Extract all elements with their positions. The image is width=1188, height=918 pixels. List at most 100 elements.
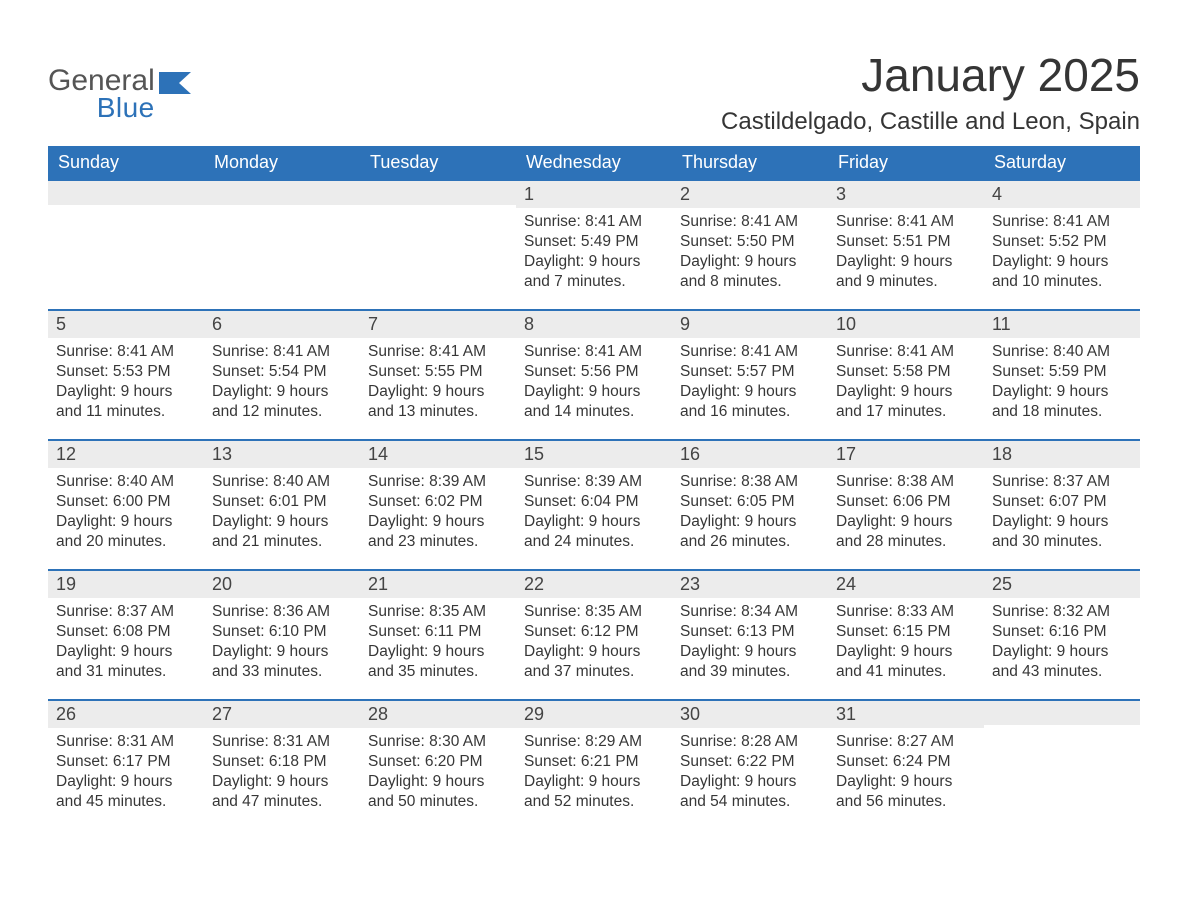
- day-number: 20: [204, 569, 360, 598]
- sunrise-line: Sunrise: 8:41 AM: [992, 212, 1132, 232]
- sunset-line: Sunset: 5:56 PM: [524, 362, 664, 382]
- day-number-empty: [360, 179, 516, 205]
- logo-text: General Blue: [48, 66, 155, 122]
- sunset-line-value: 5:56 PM: [581, 363, 639, 380]
- sunrise-line-label: Sunrise:: [680, 343, 741, 360]
- day-details: Sunrise: 8:41 AMSunset: 5:55 PMDaylight:…: [360, 338, 516, 431]
- calendar-day-cell: 29Sunrise: 8:29 AMSunset: 6:21 PMDayligh…: [516, 699, 672, 829]
- sunset-line: Sunset: 6:21 PM: [524, 752, 664, 772]
- day-details: Sunrise: 8:41 AMSunset: 5:53 PMDaylight:…: [48, 338, 204, 431]
- sunrise-line: Sunrise: 8:32 AM: [992, 602, 1132, 622]
- day-number: 25: [984, 569, 1140, 598]
- day-number: 23: [672, 569, 828, 598]
- calendar-day-cell: 24Sunrise: 8:33 AMSunset: 6:15 PMDayligh…: [828, 569, 984, 699]
- daylight-line: Daylight: 9 hours and 50 minutes.: [368, 772, 508, 812]
- daylight-line: Daylight: 9 hours and 31 minutes.: [56, 642, 196, 682]
- daylight-line: Daylight: 9 hours and 14 minutes.: [524, 382, 664, 422]
- sunrise-line-label: Sunrise:: [680, 213, 741, 230]
- sunrise-line-value: 8:35 AM: [429, 603, 486, 620]
- sunset-line-label: Sunset:: [836, 753, 893, 770]
- calendar-day-cell: 15Sunrise: 8:39 AMSunset: 6:04 PMDayligh…: [516, 439, 672, 569]
- daylight-line: Daylight: 9 hours and 26 minutes.: [680, 512, 820, 552]
- sunrise-line-value: 8:41 AM: [273, 343, 330, 360]
- day-details: Sunrise: 8:39 AMSunset: 6:04 PMDaylight:…: [516, 468, 672, 561]
- sunrise-line-value: 8:36 AM: [273, 603, 330, 620]
- daylight-line: Daylight: 9 hours and 30 minutes.: [992, 512, 1132, 552]
- sunrise-line-label: Sunrise:: [524, 473, 585, 490]
- sunset-line-value: 5:51 PM: [893, 233, 951, 250]
- sunset-line-value: 6:06 PM: [893, 493, 951, 510]
- sunset-line-label: Sunset:: [524, 493, 581, 510]
- sunrise-line-value: 8:35 AM: [585, 603, 642, 620]
- sunset-line: Sunset: 6:24 PM: [836, 752, 976, 772]
- sunrise-line: Sunrise: 8:41 AM: [836, 212, 976, 232]
- sunset-line: Sunset: 6:17 PM: [56, 752, 196, 772]
- sunset-line-label: Sunset:: [836, 233, 893, 250]
- daylight-line: Daylight: 9 hours and 37 minutes.: [524, 642, 664, 682]
- sunrise-line: Sunrise: 8:40 AM: [212, 472, 352, 492]
- weekday-header: Sunday: [48, 146, 204, 179]
- calendar-day-cell: 2Sunrise: 8:41 AMSunset: 5:50 PMDaylight…: [672, 179, 828, 309]
- day-number: 31: [828, 699, 984, 728]
- calendar-day-cell: 26Sunrise: 8:31 AMSunset: 6:17 PMDayligh…: [48, 699, 204, 829]
- daylight-line-label: Daylight:: [212, 773, 277, 790]
- daylight-line-label: Daylight:: [368, 643, 433, 660]
- sunrise-line-value: 8:34 AM: [741, 603, 798, 620]
- sunset-line-label: Sunset:: [212, 623, 269, 640]
- daylight-line-label: Daylight:: [524, 773, 589, 790]
- day-details: Sunrise: 8:39 AMSunset: 6:02 PMDaylight:…: [360, 468, 516, 561]
- sunrise-line-label: Sunrise:: [992, 603, 1053, 620]
- daylight-line-label: Daylight:: [368, 383, 433, 400]
- day-details: Sunrise: 8:41 AMSunset: 5:51 PMDaylight:…: [828, 208, 984, 301]
- calendar-day-cell: 27Sunrise: 8:31 AMSunset: 6:18 PMDayligh…: [204, 699, 360, 829]
- sunset-line: Sunset: 6:20 PM: [368, 752, 508, 772]
- sunset-line: Sunset: 5:51 PM: [836, 232, 976, 252]
- day-number: 10: [828, 309, 984, 338]
- sunset-line: Sunset: 6:06 PM: [836, 492, 976, 512]
- day-details: Sunrise: 8:37 AMSunset: 6:08 PMDaylight:…: [48, 598, 204, 691]
- sunrise-line-label: Sunrise:: [56, 343, 117, 360]
- sunset-line: Sunset: 5:52 PM: [992, 232, 1132, 252]
- daylight-line: Daylight: 9 hours and 33 minutes.: [212, 642, 352, 682]
- sunrise-line-value: 8:37 AM: [117, 603, 174, 620]
- sunrise-line: Sunrise: 8:28 AM: [680, 732, 820, 752]
- sunset-line-value: 6:02 PM: [425, 493, 483, 510]
- day-number: 26: [48, 699, 204, 728]
- sunset-line-value: 6:08 PM: [113, 623, 171, 640]
- sunrise-line: Sunrise: 8:41 AM: [524, 212, 664, 232]
- logo-flag-icon: [159, 72, 191, 94]
- calendar-day-cell: 7Sunrise: 8:41 AMSunset: 5:55 PMDaylight…: [360, 309, 516, 439]
- daylight-line: Daylight: 9 hours and 28 minutes.: [836, 512, 976, 552]
- day-details: Sunrise: 8:31 AMSunset: 6:17 PMDaylight:…: [48, 728, 204, 821]
- sunset-line-label: Sunset:: [56, 493, 113, 510]
- sunset-line-value: 6:01 PM: [269, 493, 327, 510]
- sunrise-line-label: Sunrise:: [368, 343, 429, 360]
- daylight-line: Daylight: 9 hours and 18 minutes.: [992, 382, 1132, 422]
- sunset-line-label: Sunset:: [680, 363, 737, 380]
- daylight-line: Daylight: 9 hours and 8 minutes.: [680, 252, 820, 292]
- sunset-line-label: Sunset:: [368, 623, 425, 640]
- sunset-line: Sunset: 5:57 PM: [680, 362, 820, 382]
- daylight-line-label: Daylight:: [836, 773, 901, 790]
- sunrise-line: Sunrise: 8:41 AM: [680, 212, 820, 232]
- sunrise-line: Sunrise: 8:34 AM: [680, 602, 820, 622]
- day-details: Sunrise: 8:35 AMSunset: 6:12 PMDaylight:…: [516, 598, 672, 691]
- daylight-line: Daylight: 9 hours and 17 minutes.: [836, 382, 976, 422]
- sunset-line-label: Sunset:: [992, 233, 1049, 250]
- day-number: 8: [516, 309, 672, 338]
- sunset-line: Sunset: 6:05 PM: [680, 492, 820, 512]
- sunrise-line: Sunrise: 8:36 AM: [212, 602, 352, 622]
- sunset-line-label: Sunset:: [524, 753, 581, 770]
- sunset-line-value: 5:50 PM: [737, 233, 795, 250]
- day-details: Sunrise: 8:38 AMSunset: 6:06 PMDaylight:…: [828, 468, 984, 561]
- sunrise-line-value: 8:32 AM: [1053, 603, 1110, 620]
- daylight-line-label: Daylight:: [680, 513, 745, 530]
- sunrise-line-value: 8:41 AM: [1053, 213, 1110, 230]
- day-details: Sunrise: 8:41 AMSunset: 5:57 PMDaylight:…: [672, 338, 828, 431]
- daylight-line: Daylight: 9 hours and 24 minutes.: [524, 512, 664, 552]
- sunset-line-label: Sunset:: [524, 363, 581, 380]
- calendar-week-row: 26Sunrise: 8:31 AMSunset: 6:17 PMDayligh…: [48, 699, 1140, 829]
- sunset-line: Sunset: 6:12 PM: [524, 622, 664, 642]
- sunrise-line-label: Sunrise:: [836, 343, 897, 360]
- sunset-line-value: 5:53 PM: [113, 363, 171, 380]
